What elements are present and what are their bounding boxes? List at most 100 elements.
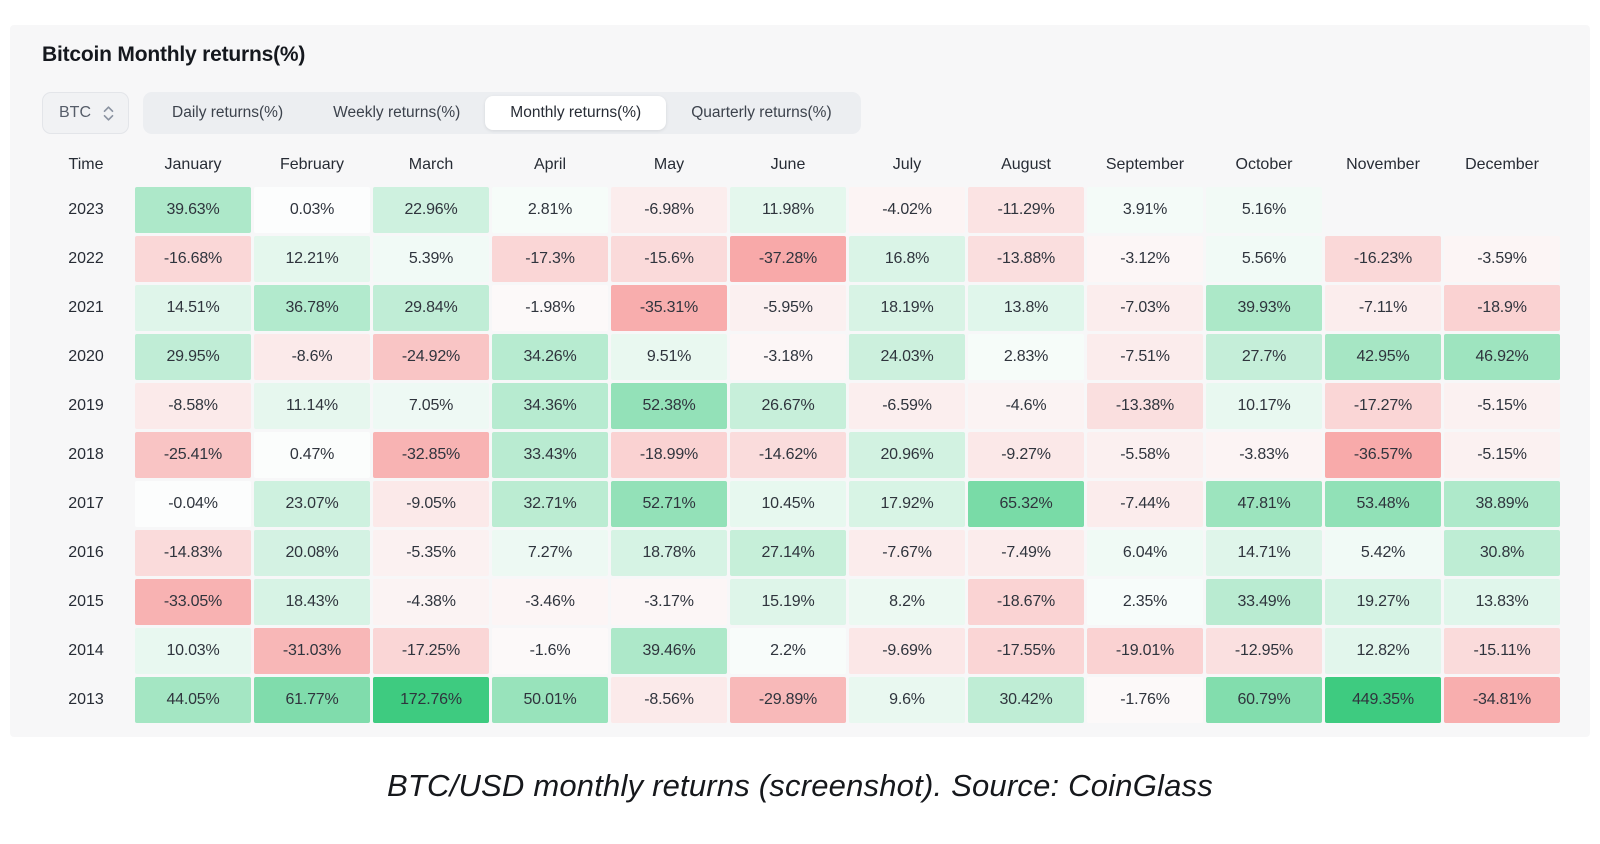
row-year-label: 2023: [68, 201, 104, 218]
heatmap-cell: -24.92%: [373, 334, 489, 380]
tab-daily-returns[interactable]: Daily returns(%): [172, 104, 284, 121]
heatmap-cell: -18.9%: [1444, 285, 1560, 331]
month-column-header: August: [1001, 156, 1051, 173]
heatmap-cell: 449.35%: [1325, 677, 1441, 723]
heatmap-cell: 8.2%: [849, 579, 965, 625]
heatmap-cell: 2.35%: [1087, 579, 1203, 625]
heatmap-cell: 30.42%: [968, 677, 1084, 723]
heatmap-cell: 24.03%: [849, 334, 965, 380]
heatmap-cell: 2.81%: [492, 187, 608, 233]
heatmap-cell: -14.62%: [730, 432, 846, 478]
heatmap-cell: [1444, 187, 1560, 233]
month-column-header: June: [770, 156, 806, 173]
heatmap-cell: 12.21%: [254, 236, 370, 282]
heatmap-cell: -6.98%: [611, 187, 727, 233]
heatmap-cell: 39.63%: [135, 187, 251, 233]
heatmap-cell: 10.45%: [730, 481, 846, 527]
month-column-header: April: [533, 156, 566, 173]
row-year-label: 2021: [68, 299, 104, 316]
heatmap-cell: -13.88%: [968, 236, 1084, 282]
row-year-label: 2015: [68, 593, 104, 610]
heatmap-cell: -29.89%: [730, 677, 846, 723]
heatmap-cell: 53.48%: [1325, 481, 1441, 527]
heatmap-cell: -3.59%: [1444, 236, 1560, 282]
updown-chevron-icon: [103, 105, 114, 122]
heatmap-cell: -37.28%: [730, 236, 846, 282]
heatmap-cell: -17.3%: [492, 236, 608, 282]
page-title: Bitcoin Monthly returns(%): [42, 43, 306, 66]
heatmap-cell: -5.95%: [730, 285, 846, 331]
heatmap-cell: 18.19%: [849, 285, 965, 331]
heatmap-cell: 26.67%: [730, 383, 846, 429]
returns-tab-group: Daily returns(%) Weekly returns(%) Month…: [143, 92, 861, 134]
heatmap-cell: -15.11%: [1444, 628, 1560, 674]
heatmap-cell: 13.8%: [968, 285, 1084, 331]
row-year-label: 2018: [68, 446, 104, 463]
symbol-select-value: BTC: [59, 104, 91, 121]
row-year-label: 2022: [68, 250, 104, 267]
heatmap-cell: 23.07%: [254, 481, 370, 527]
heatmap-cell: -35.31%: [611, 285, 727, 331]
heatmap-cell: 172.76%: [373, 677, 489, 723]
heatmap-cell: 36.78%: [254, 285, 370, 331]
heatmap-cell: -15.6%: [611, 236, 727, 282]
heatmap-cell: 20.08%: [254, 530, 370, 576]
image-caption: BTC/USD monthly returns (screenshot). So…: [387, 768, 1213, 803]
heatmap-cell: 65.32%: [968, 481, 1084, 527]
monthly-returns-heatmap: Time January February March April May June July…: [40, 146, 1560, 723]
month-column-header: March: [408, 156, 454, 173]
heatmap-cell: -7.51%: [1087, 334, 1203, 380]
heatmap-cell: -9.27%: [968, 432, 1084, 478]
heatmap-cell: 27.7%: [1206, 334, 1322, 380]
heatmap-cell: -7.11%: [1325, 285, 1441, 331]
heatmap-cell: 34.36%: [492, 383, 608, 429]
row-year-label: 2014: [68, 642, 104, 659]
heatmap-cell: 7.05%: [373, 383, 489, 429]
heatmap-cell: 6.04%: [1087, 530, 1203, 576]
heatmap-cell: -19.01%: [1087, 628, 1203, 674]
heatmap-cell: 60.79%: [1206, 677, 1322, 723]
heatmap-cell: -14.83%: [135, 530, 251, 576]
heatmap-cell: -32.85%: [373, 432, 489, 478]
heatmap-cell: -16.68%: [135, 236, 251, 282]
heatmap-cell: -3.12%: [1087, 236, 1203, 282]
heatmap-cell: 11.14%: [254, 383, 370, 429]
heatmap-cell: 44.05%: [135, 677, 251, 723]
heatmap-cell: -3.17%: [611, 579, 727, 625]
heatmap-cell: 13.83%: [1444, 579, 1560, 625]
heatmap-cell: 10.17%: [1206, 383, 1322, 429]
tab-weekly-returns[interactable]: Weekly returns(%): [333, 104, 461, 121]
heatmap-cell: -7.49%: [968, 530, 1084, 576]
heatmap-cell: 19.27%: [1325, 579, 1441, 625]
heatmap-cell: -1.6%: [492, 628, 608, 674]
symbol-select[interactable]: BTC: [42, 92, 129, 134]
heatmap-cell: -6.59%: [849, 383, 965, 429]
heatmap-cell: -1.98%: [492, 285, 608, 331]
heatmap-cell: -18.67%: [968, 579, 1084, 625]
month-column-header: May: [653, 156, 685, 173]
heatmap-cell: 18.43%: [254, 579, 370, 625]
heatmap-cell: -3.18%: [730, 334, 846, 380]
row-year-label: 2016: [68, 544, 104, 561]
heatmap-cell: -8.56%: [611, 677, 727, 723]
heatmap-cell: 14.51%: [135, 285, 251, 331]
tab-monthly-returns[interactable]: Monthly returns(%): [485, 96, 667, 130]
heatmap-cell: -0.04%: [135, 481, 251, 527]
month-column-header: September: [1105, 156, 1185, 173]
heatmap-cell: 5.56%: [1206, 236, 1322, 282]
heatmap-cell: 33.43%: [492, 432, 608, 478]
heatmap-cell: 5.42%: [1325, 530, 1441, 576]
heatmap-cell: 61.77%: [254, 677, 370, 723]
heatmap-cell: 46.92%: [1444, 334, 1560, 380]
heatmap-cell: -8.58%: [135, 383, 251, 429]
heatmap-cell: 2.2%: [730, 628, 846, 674]
heatmap-cell: -9.69%: [849, 628, 965, 674]
month-column-header: December: [1465, 156, 1539, 173]
returns-card: Bitcoin Monthly returns(%) BTC Daily ret…: [10, 25, 1590, 737]
heatmap-cell: -1.76%: [1087, 677, 1203, 723]
controls-bar: BTC Daily returns(%) Weekly returns(%) M…: [42, 92, 1560, 134]
heatmap-cell: -11.29%: [968, 187, 1084, 233]
row-year-label: 2013: [68, 691, 104, 708]
heatmap-cell: 22.96%: [373, 187, 489, 233]
tab-quarterly-returns[interactable]: Quarterly returns(%): [691, 104, 832, 121]
